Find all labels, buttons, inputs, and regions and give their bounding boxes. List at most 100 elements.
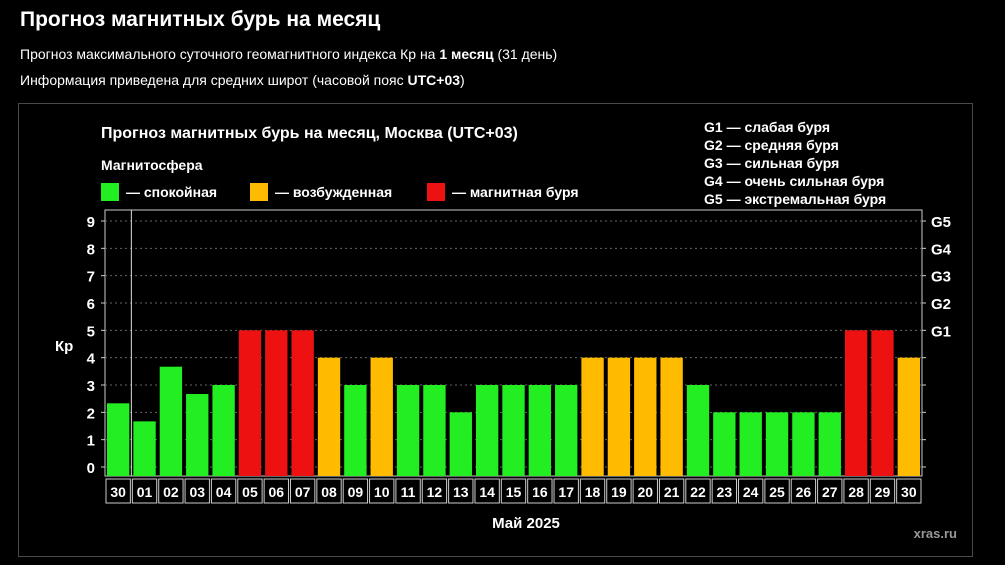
x-tick-label-26: 26 — [796, 484, 812, 500]
x-tick-box-6 — [263, 478, 289, 504]
y-tick-label-6: 6 — [87, 296, 95, 313]
x-tick-label-1: 01 — [137, 484, 153, 500]
kp-forecast-chart: Прогноз магнитных бурь на месяц, Москва … — [55, 119, 957, 541]
bar-4 — [212, 385, 235, 476]
g-legend-item-5: G5 — экстремальная буря — [704, 191, 886, 207]
x-tick-label-21: 21 — [664, 484, 680, 500]
x-tick-label-5: 05 — [242, 484, 258, 500]
x-tick-box-20 — [632, 478, 658, 504]
x-tick-box-4 — [210, 478, 237, 504]
bar-1 — [133, 421, 156, 476]
x-tick-box-18 — [579, 478, 606, 504]
x-tick-box-2 — [158, 478, 184, 504]
x-tick-label-27: 27 — [822, 484, 838, 500]
g-legend-item-1: G1 — слабая буря — [704, 119, 830, 135]
chart-title: Прогноз магнитных бурь на месяц, Москва … — [101, 125, 518, 142]
x-tick-label-8: 08 — [321, 484, 337, 500]
bar-5 — [238, 330, 262, 476]
g-legend-item-3: G3 — сильная буря — [704, 155, 839, 171]
bar-26 — [792, 412, 815, 476]
x-tick-box-0 — [105, 478, 131, 504]
legend-swatch-2 — [427, 183, 445, 201]
bar-10 — [370, 357, 393, 476]
x-tick-box-29 — [869, 478, 896, 504]
y-tick-label-7: 7 — [87, 269, 95, 286]
legend-label-1: — возбужденная — [275, 184, 392, 200]
x-tick-label-14: 14 — [479, 484, 495, 500]
x-tick-box-21 — [658, 478, 685, 504]
y-tick-label-9: 9 — [87, 214, 95, 231]
x-tick-label-19: 19 — [611, 484, 627, 500]
bar-27 — [818, 412, 841, 476]
x-tick-label-7: 07 — [295, 484, 311, 500]
x-tick-label-20: 20 — [637, 484, 653, 500]
subtitle-line-1: Прогноз максимального суточного геомагни… — [20, 46, 558, 62]
legend-swatch-0 — [101, 183, 119, 201]
x-tick-box-28 — [843, 478, 869, 504]
x-tick-label-23: 23 — [717, 484, 733, 500]
x-tick-box-5 — [237, 478, 263, 504]
bar-7 — [291, 330, 314, 476]
y-axis-label: Кр — [55, 338, 73, 355]
right-tick-label-G2: G2 — [931, 296, 951, 313]
y-tick-label-1: 1 — [87, 433, 95, 450]
x-tick-box-16 — [527, 478, 553, 504]
bar-2 — [159, 366, 183, 476]
x-tick-box-3 — [184, 478, 210, 504]
x-tick-label-16: 16 — [532, 484, 548, 500]
bar-13 — [449, 412, 472, 476]
bar-24 — [739, 412, 762, 476]
legend-swatch-1 — [250, 183, 268, 201]
x-tick-label-0: 30 — [110, 484, 126, 500]
g-legend-item-4: G4 — очень сильная буря — [704, 173, 884, 189]
x-tick-box-9 — [342, 478, 369, 504]
bar-12 — [423, 385, 446, 476]
right-tick-label-G1: G1 — [931, 323, 951, 340]
bar-28 — [844, 330, 868, 476]
x-tick-box-23 — [711, 478, 738, 504]
x-tick-label-3: 03 — [189, 484, 205, 500]
x-tick-label-10: 10 — [374, 484, 390, 500]
bar-9 — [344, 385, 367, 476]
x-tick-label-18: 18 — [585, 484, 601, 500]
x-tick-label-12: 12 — [427, 484, 443, 500]
right-tick-label-G4: G4 — [931, 241, 952, 258]
bar-19 — [607, 357, 631, 476]
bar-21 — [660, 357, 683, 476]
bar-30 — [897, 357, 920, 476]
subtitle-line-2: Информация приведена для средних широт (… — [20, 72, 465, 88]
bar-25 — [765, 412, 789, 476]
x-tick-box-11 — [395, 478, 421, 504]
x-tick-box-22 — [685, 478, 711, 504]
bar-17 — [555, 385, 578, 476]
legend-label-0: — спокойная — [126, 184, 217, 200]
bar-15 — [502, 385, 525, 476]
bar-8 — [317, 357, 341, 476]
x-tick-box-12 — [421, 478, 448, 504]
x-tick-box-10 — [369, 478, 395, 504]
x-tick-box-7 — [289, 478, 316, 504]
page-title: Прогноз магнитных бурь на месяц — [20, 8, 381, 31]
x-tick-label-13: 13 — [453, 484, 469, 500]
x-tick-box-30 — [896, 478, 922, 504]
x-tick-label-30: 30 — [901, 484, 917, 500]
x-tick-box-14 — [474, 478, 500, 504]
right-tick-label-G5: G5 — [931, 214, 951, 231]
x-tick-label-22: 22 — [690, 484, 706, 500]
g-scale-legend: G1 — слабая буря G2 — средняя буря G3 — си… — [704, 119, 886, 207]
y-tick-label-3: 3 — [87, 378, 95, 395]
right-tick-label-G3: G3 — [931, 269, 951, 286]
x-axis-label: Май 2025 — [492, 515, 560, 532]
x-tick-box-27 — [817, 478, 843, 504]
x-tick-box-1 — [131, 478, 158, 504]
bar-16 — [528, 385, 552, 476]
y-tick-label-4: 4 — [87, 351, 96, 368]
bar-3 — [186, 394, 209, 476]
bar-23 — [713, 412, 736, 476]
x-tick-label-6: 06 — [269, 484, 285, 500]
bar-22 — [686, 385, 710, 476]
x-tick-box-15 — [500, 478, 527, 504]
y-tick-label-8: 8 — [87, 241, 95, 258]
x-tick-box-24 — [738, 478, 764, 504]
